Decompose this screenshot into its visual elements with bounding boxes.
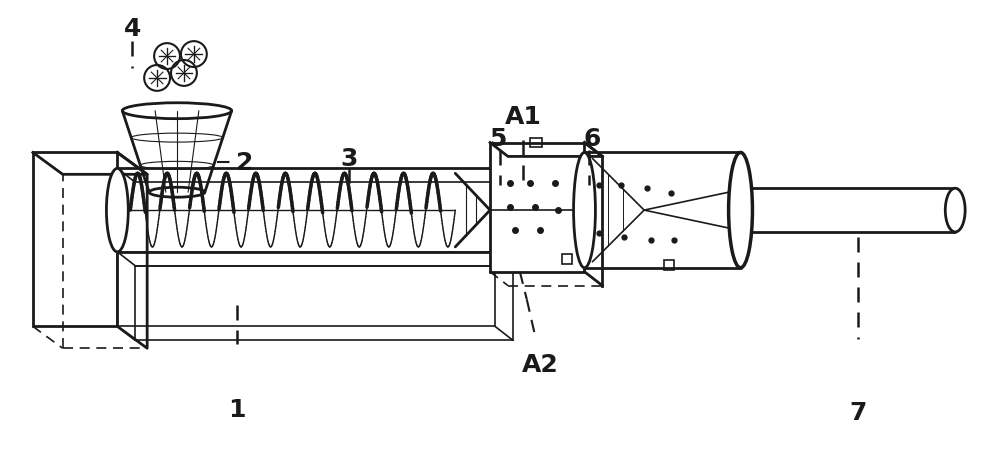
Bar [664,260,674,270]
Text: 2: 2 [236,151,253,175]
Ellipse shape [574,153,595,268]
Text: 3: 3 [340,147,358,171]
Text: A2: A2 [521,352,558,376]
Text: A1: A1 [504,105,541,128]
Bar [117,252,495,327]
Text: 6: 6 [584,126,601,150]
Ellipse shape [729,153,752,268]
Ellipse shape [945,189,965,233]
Text: 5: 5 [489,126,507,150]
Bar [33,153,117,327]
Text: 4: 4 [124,17,141,41]
Bar [562,254,572,264]
Text: 7: 7 [849,400,866,424]
Text: 1: 1 [228,397,245,421]
Bar [530,138,542,148]
Ellipse shape [106,169,128,252]
Bar [490,143,584,272]
